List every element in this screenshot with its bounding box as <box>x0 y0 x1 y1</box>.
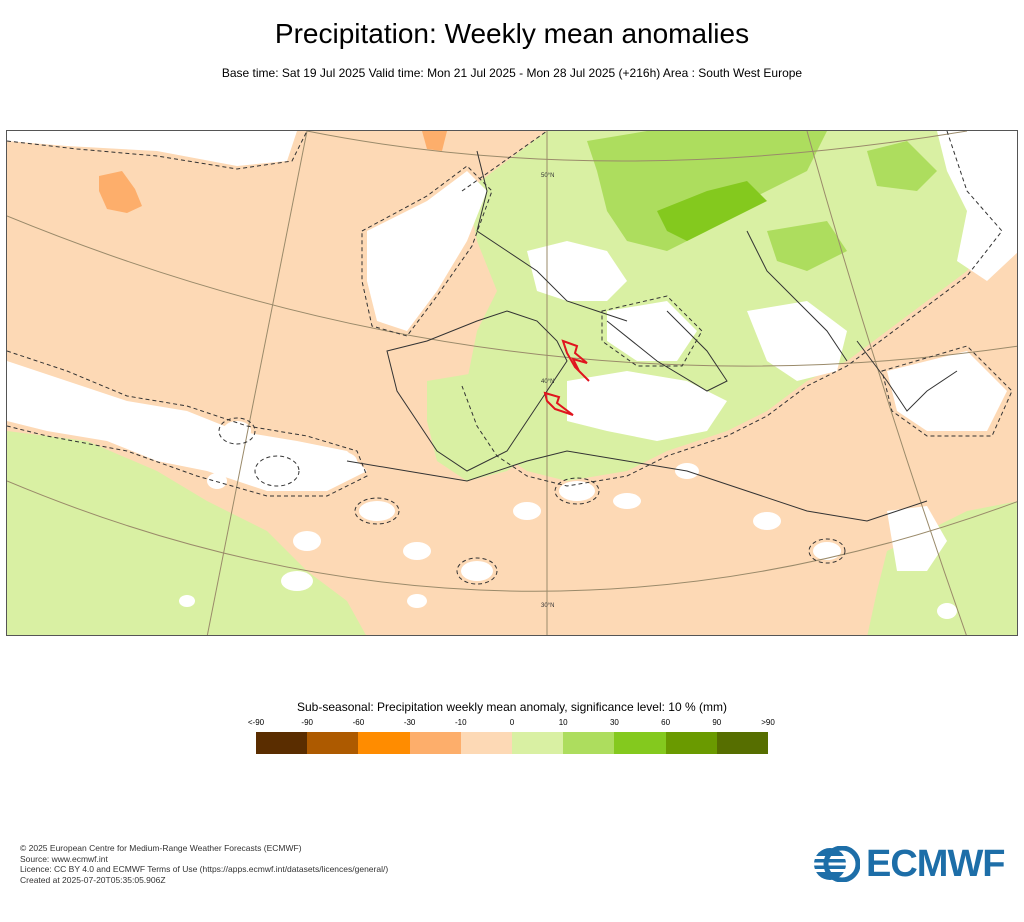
legend-tick-label: -10 <box>455 718 467 727</box>
wet-region-iberia <box>427 371 567 481</box>
graticule <box>7 131 1017 635</box>
neutral-band-atlantic <box>7 361 367 491</box>
neutral-biscay <box>367 171 487 331</box>
legend-color-bar <box>256 732 769 754</box>
dry-medium-north <box>422 131 447 151</box>
wet-strong-alps <box>657 181 767 241</box>
neutral-north-atlantic <box>7 131 297 166</box>
wet-medium-east <box>867 141 937 191</box>
legend-tick-label: 0 <box>509 718 515 727</box>
legend-swatch <box>614 732 666 754</box>
legend-tick-label: 90 <box>712 718 722 727</box>
legend-ticks: <-90 -90 -60 -30 -10 0 10 30 60 90 >90 <box>248 718 775 730</box>
legend-swatch <box>256 732 308 754</box>
legend-swatch <box>358 732 410 754</box>
legend-swatch <box>409 732 461 754</box>
dry-medium-atlantic <box>99 171 142 213</box>
footer-credits: © 2025 European Centre for Medium-Range … <box>20 843 388 885</box>
legend-swatch <box>665 732 717 754</box>
footer-source: Source: www.ecmwf.int <box>20 853 108 864</box>
neutral-tyrrhenian <box>607 301 697 361</box>
legend-title: Sub-seasonal: Precipitation weekly mean … <box>297 700 727 714</box>
neutral-east-med <box>887 506 947 571</box>
lat-label-50n: 50°N <box>541 173 554 179</box>
wet-medium-balkans <box>767 221 847 271</box>
ecmwf-logo: ECMWF <box>812 842 1007 886</box>
wet-region-southeast <box>867 501 1017 635</box>
footer-copyright: © 2025 European Centre for Medium-Range … <box>20 843 302 853</box>
legend-tick-label: >90 <box>761 718 775 727</box>
wet-region-atlantic <box>7 431 366 635</box>
neutral-northeast <box>937 131 1017 281</box>
legend-swatch <box>716 732 769 754</box>
legend-swatch <box>460 732 513 754</box>
neutral-adriatic <box>747 301 847 381</box>
legend-tick-label: -30 <box>403 718 416 727</box>
footer-created: Created at 2025-07-20T05:35:05.906Z <box>20 874 166 885</box>
coastlines <box>346 150 958 522</box>
ecmwf-logo-text: ECMWF <box>866 842 1006 885</box>
legend-swatch <box>512 732 564 754</box>
legend-tick-label: 10 <box>558 718 568 727</box>
significance-contours <box>7 131 1013 585</box>
chart-title: Precipitation: Weekly mean anomalies <box>274 18 750 49</box>
neutral-aegean <box>887 351 1007 431</box>
footer-licence: Licence: CC BY 4.0 and ECMWF Terms of Us… <box>20 864 389 874</box>
neutral-scattered-patches <box>179 421 957 619</box>
map-canvas: 50°N 40°N 30°N <box>7 131 1017 635</box>
legend-tick-label: 30 <box>609 718 619 727</box>
neutral-mediterranean <box>567 371 727 441</box>
lightning-icon <box>543 339 590 416</box>
legend-swatch <box>563 732 615 754</box>
ecmwf-logo-icon <box>814 846 860 882</box>
anomaly-map: 50°N 40°N 30°N <box>6 130 1018 636</box>
legend-tick-label: -60 <box>352 718 365 727</box>
chart-subtitle: Base time: Sat 19 Jul 2025 Valid time: M… <box>221 66 803 80</box>
legend-tick-label: 60 <box>661 718 671 727</box>
lat-label-40n: 40°N <box>541 379 554 385</box>
legend-tick-label: <-90 <box>247 718 265 727</box>
legend-swatch <box>307 732 359 754</box>
legend-tick-label: -90 <box>301 718 313 727</box>
lat-label-30n: 30°N <box>541 603 554 609</box>
